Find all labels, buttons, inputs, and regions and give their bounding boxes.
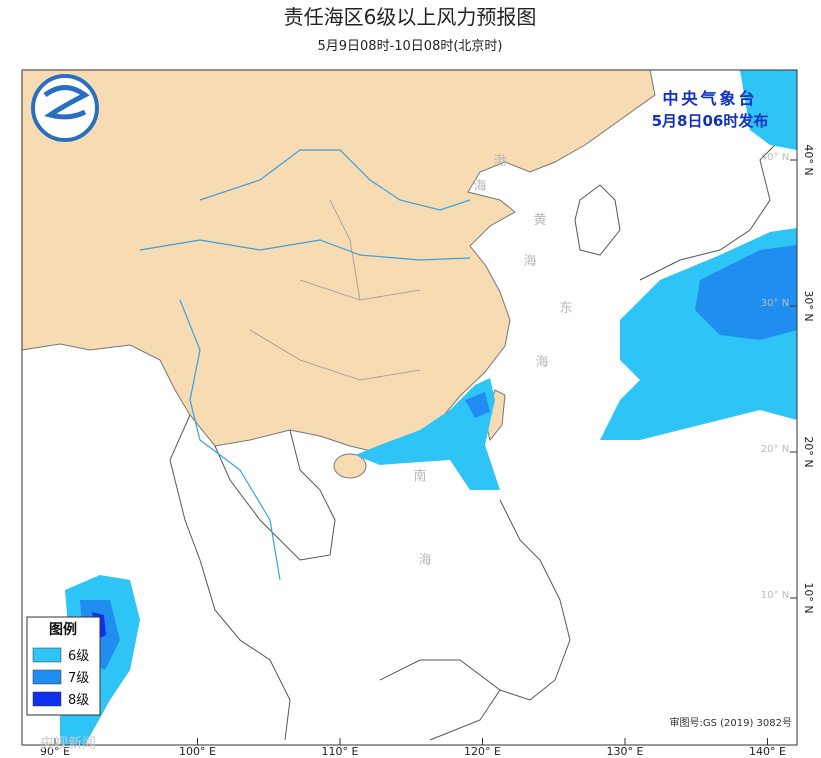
sea-label: 海 bbox=[418, 553, 431, 568]
lat-label-inner: 10° N bbox=[761, 590, 789, 601]
lat-label: 20° N bbox=[802, 436, 815, 467]
wind-area-6 bbox=[355, 378, 500, 490]
lon-label: 140° E bbox=[749, 745, 786, 758]
longitude-labels: 90° E 100° E 110° E 120° E 130° E 140° E bbox=[40, 738, 786, 758]
malay-coast bbox=[169, 414, 291, 741]
lon-label: 90° E bbox=[40, 745, 70, 758]
river bbox=[139, 239, 471, 261]
sea-label: 海 bbox=[473, 179, 486, 194]
sea-label: 南 bbox=[413, 468, 426, 484]
map bbox=[21, 69, 798, 746]
legend-items: 6级 7级 8级 bbox=[32, 647, 89, 708]
lat-label: 40° N bbox=[802, 144, 815, 175]
legend-swatch bbox=[32, 669, 62, 685]
legend-swatch bbox=[32, 647, 62, 663]
logo bbox=[31, 74, 99, 142]
lat-label-inner: 30° N bbox=[761, 298, 789, 309]
issuer-name: 中央气象台 bbox=[662, 89, 757, 108]
lon-label: 100° E bbox=[179, 745, 216, 758]
legend-title: 图例 bbox=[49, 621, 77, 638]
wind-areas bbox=[60, 70, 797, 745]
logo-mark bbox=[43, 85, 90, 120]
sea-label: 海 bbox=[535, 355, 548, 370]
watermark: 央视新闻 bbox=[40, 736, 96, 752]
indochina-coast bbox=[214, 429, 336, 561]
legend-label: 6级 bbox=[68, 649, 89, 664]
latitude-labels: 40° N 40° N 30° N 30° N 20° N 20° N 10° N 10° N bbox=[761, 144, 815, 613]
sea-label: 渤 bbox=[493, 153, 506, 169]
lat-label: 10° N bbox=[802, 582, 815, 613]
wind-area-7 bbox=[695, 245, 797, 340]
lon-label: 130° E bbox=[607, 745, 644, 758]
lat-label-inner: 40° N bbox=[761, 152, 789, 163]
issuer-time: 5月8日06时发布 bbox=[652, 112, 769, 130]
sea-label: 黄 bbox=[533, 213, 546, 228]
philippines-coast bbox=[499, 499, 571, 701]
lon-label: 110° E bbox=[322, 745, 359, 758]
korea-coast bbox=[574, 184, 621, 256]
lat-label: 30° N bbox=[802, 290, 815, 321]
wind-area-7 bbox=[465, 392, 490, 418]
lat-label-inner: 20° N bbox=[761, 444, 789, 455]
approval-number: 审图号:GS (2019) 3082号 bbox=[669, 716, 792, 729]
borneo-coast bbox=[379, 659, 501, 741]
hainan bbox=[333, 453, 367, 479]
china-land bbox=[21, 69, 656, 453]
map-frame bbox=[21, 69, 798, 746]
river bbox=[199, 149, 471, 211]
river bbox=[179, 299, 281, 581]
wind-area-6 bbox=[740, 70, 797, 150]
legend-label: 7级 bbox=[68, 671, 89, 686]
province-border bbox=[249, 199, 421, 381]
legend-label: 8级 bbox=[68, 693, 89, 708]
title: 责任海区6级以上风力预报图 bbox=[284, 5, 537, 29]
lon-label: 120° E bbox=[464, 745, 501, 758]
legend-swatch bbox=[32, 691, 62, 707]
legend: 图例 6级 7级 8级 bbox=[26, 616, 101, 716]
subtitle: 5月9日08时-10日08时(北京时) bbox=[317, 39, 502, 54]
sea-label: 海 bbox=[523, 254, 536, 269]
sea-label: 东 bbox=[559, 301, 572, 316]
